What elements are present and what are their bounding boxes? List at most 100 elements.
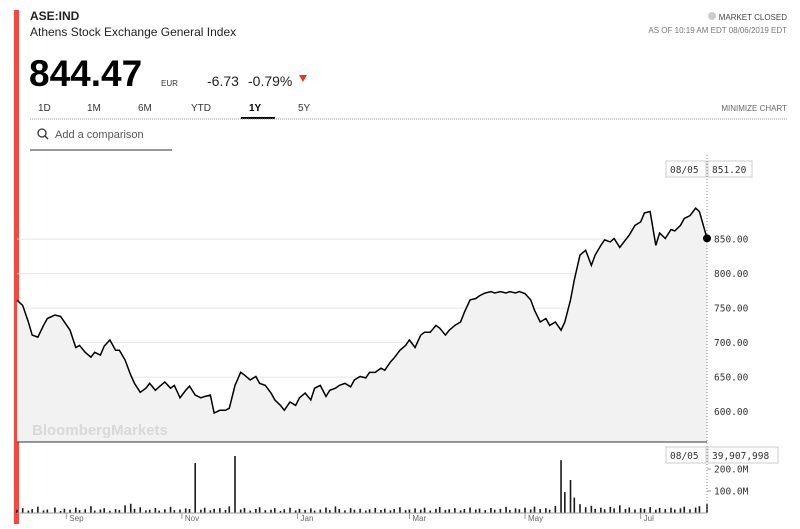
volume-bar [294,510,297,513]
volume-bar [655,509,657,513]
volume-bar [344,510,346,513]
volume-bar [109,510,111,513]
range-tab[interactable]: 1Y [249,103,262,114]
volume-bar [683,506,686,513]
volume-bar [564,492,566,513]
market-status: MARKET CLOSED [719,13,788,22]
volume-bar [63,508,66,513]
volume-bar [643,508,646,513]
search-icon-handle [44,135,49,140]
volume-bar [429,510,432,513]
accent-bar [14,10,19,524]
volume-bar [444,509,447,513]
volume-bar [393,509,396,513]
volume-bar [219,508,221,513]
volume-bar [600,507,602,513]
volume-bar [213,508,215,513]
volume-bar [148,509,151,513]
volume-bar [42,510,45,513]
volume-bar [383,508,386,513]
volume-bar [478,508,481,513]
volume-bar [184,508,187,513]
x-tick-label: May [528,514,543,523]
hover-box [707,160,753,178]
volume-bar [594,508,596,513]
range-tab[interactable]: 5Y [298,103,311,114]
volume-bar [349,508,352,513]
range-tab[interactable]: YTD [191,103,211,114]
volume-bar [145,510,147,513]
volume-bar [264,510,267,513]
symbol: ASE:IND [30,9,80,23]
volume-bar [129,503,132,513]
volume-bar [325,507,327,513]
volume-bar [423,507,426,513]
volume-bar [569,479,572,513]
volume-bar [673,509,676,513]
volume-bar [689,509,691,513]
volume-bar [334,506,337,513]
volume-bar [454,508,456,513]
volume-bar [279,511,282,513]
volume-bar [438,507,441,513]
volume-bar [103,508,105,513]
volume-bar [46,509,49,513]
volume-bar [649,507,651,513]
volume-bar [634,509,636,513]
volume-bar [505,506,507,513]
volume-bar [74,507,77,513]
volume-bar [283,509,286,513]
range-tab[interactable]: 6M [138,103,152,114]
y-tick-label: 850.00 [714,235,749,246]
volume-bar [173,510,176,513]
volume-bar [694,507,697,513]
volume-bar [484,510,487,513]
volume-bar [493,509,496,513]
volume-bar [399,507,401,513]
volume-bar [59,511,62,513]
volume-bar [93,510,96,513]
range-tab[interactable]: 1M [87,103,101,114]
x-tick-label: Jul [644,514,654,523]
volume-bar [679,508,682,513]
volume-bar [664,509,667,513]
volume-bar [194,463,196,513]
volume-bar [463,509,466,513]
y2-tick-label: 200.0M [714,464,749,475]
y-tick-label: 750.00 [714,304,749,315]
volume-bar [560,460,562,513]
search-input[interactable]: Add a comparison [55,129,144,141]
volume-bar [658,507,661,513]
volume-bar [514,508,517,513]
volume-bar [304,509,306,513]
price-area [17,208,707,442]
volume-bar [459,510,462,513]
range-tabs: 1D 1M 6M YTD 1Y 5Y [38,103,311,119]
change: -6.73 [207,73,239,89]
y-tick-label: 650.00 [714,373,749,384]
volume-bar [613,508,615,513]
hover-box [665,446,707,464]
x-tick-label: Mar [412,514,426,523]
volume-bar [179,509,181,513]
volume-bar [203,507,206,513]
price: 844.47 [29,53,142,94]
volume-bar [200,509,202,513]
volume-bar [539,509,541,513]
volume-bar [533,506,536,513]
volume-bar [239,509,242,513]
hover-volume: 39,907,998 [712,451,769,462]
watermark: BloombergMarkets [32,422,168,439]
volume-bar [590,505,593,513]
minimize-chart[interactable]: MINIMIZE CHART [721,104,787,113]
volume-bar [313,510,316,513]
volume-bar [490,507,492,513]
volume-bar [364,510,367,513]
hover-date: 08/05 [670,165,699,176]
range-tab[interactable]: 1D [38,103,51,114]
down-arrow [299,75,307,82]
volume-bar [209,510,212,513]
volume-bar [124,505,126,513]
